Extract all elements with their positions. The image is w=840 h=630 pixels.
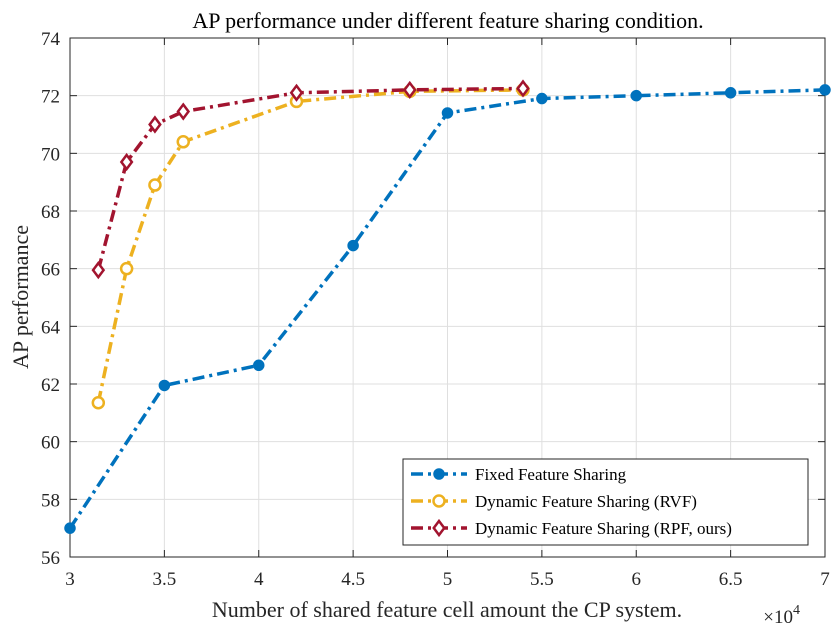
legend-label: Dynamic Feature Sharing (RVF) [475,492,697,511]
x-multiplier-base: ×10 [763,607,793,628]
y-tick-label: 56 [41,548,60,569]
data-point [441,107,454,119]
legend-label: Fixed Feature Sharing [475,465,627,484]
data-point [176,135,190,149]
legend-label: Dynamic Feature Sharing (RPF, ours) [475,519,732,538]
x-multiplier-exponent: 4 [793,603,800,618]
series-1 [64,84,831,534]
x-tick-label: 4 [254,569,264,590]
legend-item-3: Dynamic Feature Sharing (RPF, ours) [411,518,732,538]
data-point [289,83,304,102]
data-point [119,152,134,172]
legend-item-1: Fixed Feature Sharing [411,465,627,484]
y-tick-label: 66 [41,260,60,281]
y-tick-label: 68 [41,202,60,223]
y-tick-label: 62 [41,375,60,396]
data-point [819,84,831,96]
tick-layer: 3 3.5 4 4.5 5 5.5 6 6.5 7 56 58 60 62 64 66 68 70 72 74 [41,29,830,590]
y-tick-label: 64 [41,317,61,338]
data-point [148,115,162,134]
x-tick-label: 7 [820,569,830,590]
legend: Fixed Feature Sharing Dynamic Feature Sha… [402,458,809,546]
y-tick-label: 58 [41,490,60,511]
x-tick-label: 4.5 [341,569,365,590]
legend-marker [432,518,446,538]
data-point [630,89,642,102]
data-point [119,261,134,276]
y-tick-label: 72 [41,87,60,108]
data-point [64,522,76,534]
y-tick-label: 60 [41,433,60,454]
data-point [91,395,106,410]
data-point [158,379,171,392]
x-tick-label: 3.5 [153,569,177,590]
x-axis-label: Number of shared feature cell amount the… [212,597,682,622]
data-point [148,178,162,192]
data-point [402,80,417,99]
legend-marker [433,468,445,480]
data-point [347,239,359,252]
data-point [724,87,737,99]
x-tick-label: 6 [632,569,642,590]
data-point [91,261,106,280]
series-3 [91,79,530,280]
legend-box [402,458,809,546]
series-layer [64,79,831,534]
x-tick-label: 3 [65,569,75,590]
x-multiplier: ×104 [763,603,800,628]
legend-marker [432,494,446,508]
data-point [176,102,191,121]
x-tick-label: 6.5 [719,569,743,590]
data-point [516,79,530,98]
chart-title: AP performance under different feature s… [192,8,703,33]
y-axis-label: AP performance [8,225,33,369]
x-tick-label: 5.5 [530,569,554,590]
y-tick-label: 74 [41,29,61,50]
data-point [536,92,548,105]
data-point [253,359,265,372]
y-tick-label: 70 [41,144,60,165]
x-tick-label: 5 [443,569,453,590]
legend-item-2: Dynamic Feature Sharing (RVF) [411,492,697,511]
